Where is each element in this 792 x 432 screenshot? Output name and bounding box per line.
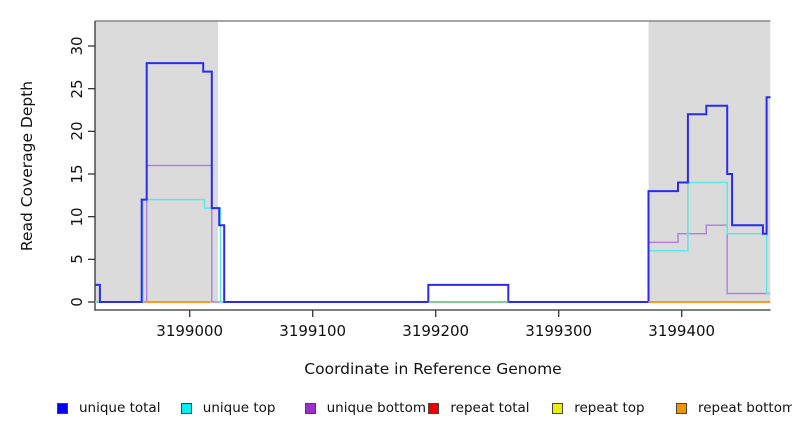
legend-label: unique top (202, 400, 276, 416)
x-axis-title: Coordinate in Reference Genome (304, 360, 562, 378)
legend-item-unique-total: unique total (57, 400, 161, 416)
legend-label: unique bottom (326, 400, 427, 416)
repeat-region-band (648, 21, 771, 302)
legend-label: repeat bottom (698, 400, 792, 416)
legend-item-unique-bottom: unique bottom (304, 400, 427, 416)
legend-swatch-icon (428, 402, 440, 414)
y-tick-label: 5 (68, 254, 86, 265)
repeat-region-band (95, 21, 218, 302)
y-axis-title: Read Coverage Depth (18, 80, 36, 252)
legend-item-repeat-total: repeat total (428, 400, 530, 416)
y-tick-label: 25 (68, 79, 86, 99)
series-unique-bottom (95, 164, 771, 303)
legend-label: repeat total (450, 400, 530, 416)
legend-label: repeat top (574, 400, 645, 416)
legend-swatch-icon (57, 402, 68, 414)
series-unique-total (95, 62, 771, 303)
y-tick-label: 30 (68, 36, 86, 56)
y-tick-label: 0 (68, 297, 86, 307)
legend-item-unique-top: unique top (180, 400, 276, 416)
legend-swatch-icon (180, 402, 192, 414)
x-tick-label: 3199300 (525, 322, 593, 340)
legend-label: unique total (79, 400, 161, 416)
legend-swatch-icon (552, 402, 564, 414)
legend-swatch-icon (304, 402, 316, 414)
y-tick-label: 15 (68, 164, 86, 184)
x-tick-label: 3199200 (402, 322, 470, 340)
legend-item-repeat-bottom: repeat bottom (676, 400, 792, 416)
x-tick-label: 3199400 (648, 322, 716, 340)
y-tick-label: 20 (68, 121, 86, 141)
x-tick-label: 3199000 (156, 322, 224, 340)
x-tick-label: 3199100 (279, 322, 347, 340)
y-tick-label: 10 (68, 207, 86, 227)
legend-swatch-icon (676, 402, 687, 414)
legend-item-repeat-top: repeat top (552, 400, 645, 416)
